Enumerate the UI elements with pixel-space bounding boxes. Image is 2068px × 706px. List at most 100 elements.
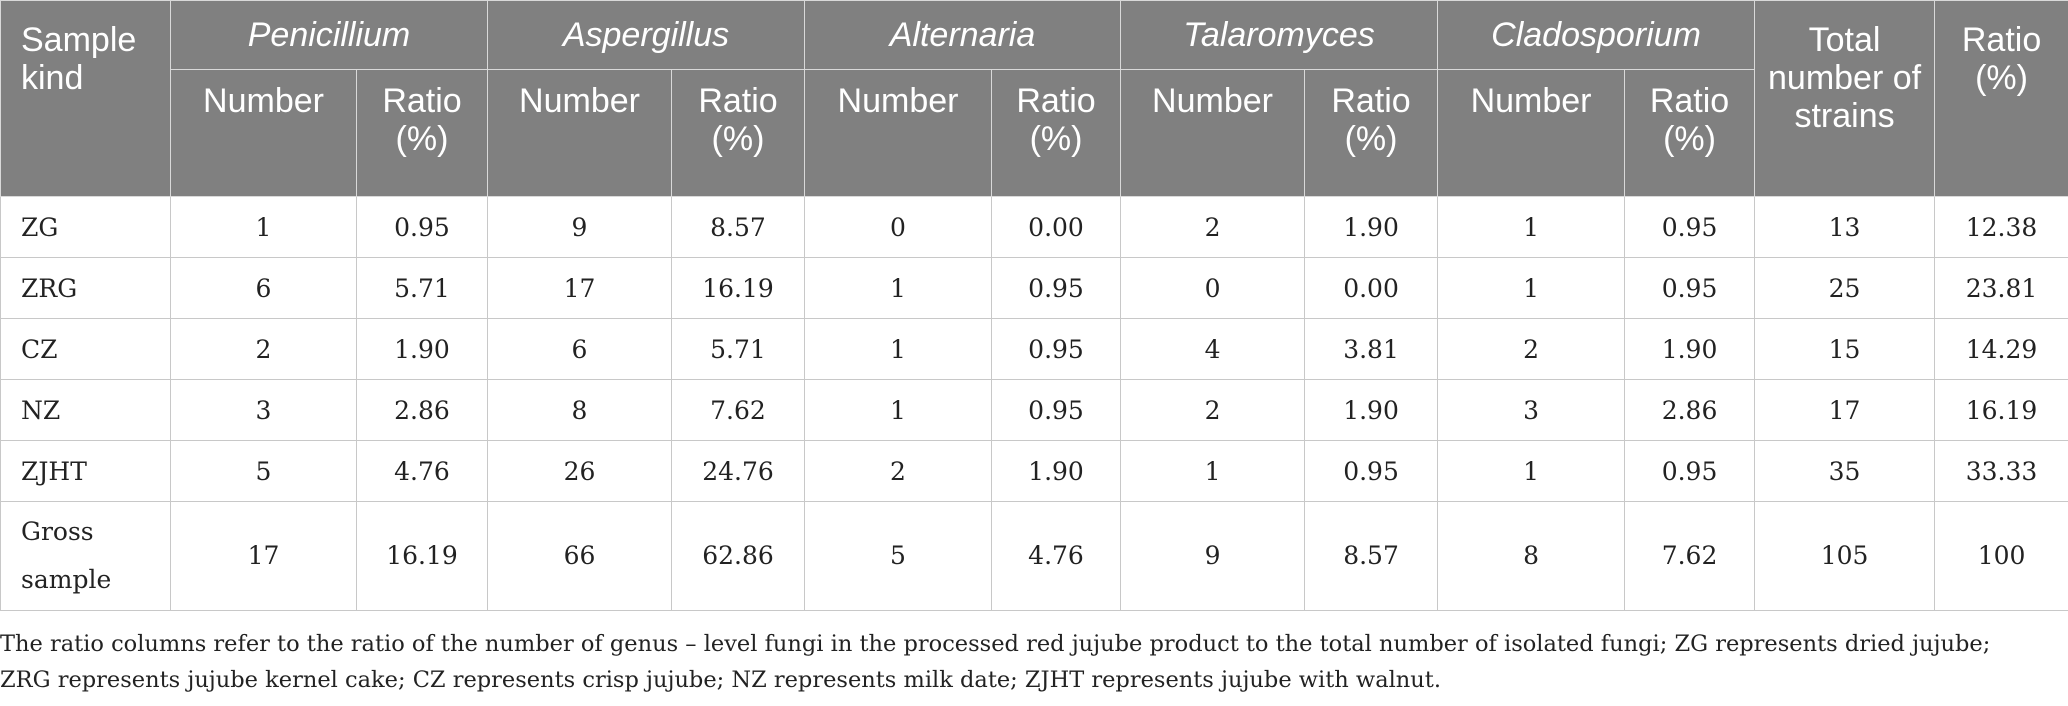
table-cell: 14.29 — [1934, 318, 2068, 380]
table-cell: 1.90 — [990, 440, 1122, 502]
table-cell: 1.90 — [356, 318, 488, 380]
table-cell: 2.86 — [356, 379, 488, 441]
table-cell: 26 — [487, 440, 672, 502]
table-cell: 5.71 — [356, 257, 488, 319]
header-total-ratio: Ratio (%) — [1934, 0, 2068, 197]
table-cell: 3 — [1437, 379, 1626, 441]
table-cell: 6 — [487, 318, 672, 380]
header-row-sub: Number Ratio (%) Number Ratio (%) Number… — [1, 69, 2068, 197]
table-cell: 1.90 — [1304, 379, 1439, 441]
table-cell: 5 — [170, 440, 357, 502]
cell-sample-kind: CZ — [0, 318, 171, 380]
table-cell: 12.38 — [1934, 196, 2068, 258]
table-cell: 2.86 — [1624, 379, 1756, 441]
header-number: Number — [170, 69, 357, 197]
table-cell: 4.76 — [356, 440, 488, 502]
table-cell: 1.90 — [1304, 196, 1439, 258]
table-cell: 17 — [170, 501, 357, 611]
table-cell: 24.76 — [671, 440, 805, 502]
table-cell: 15 — [1754, 318, 1936, 380]
header-total-strains: Total number of strains — [1754, 0, 1936, 197]
table-cell: 0.00 — [1304, 257, 1439, 319]
header-number: Number — [804, 69, 992, 197]
cell-sample-kind: Gross sample — [0, 501, 171, 611]
header-ratio: Ratio (%) — [356, 69, 488, 197]
table-cell: 3.81 — [1304, 318, 1439, 380]
table-cell: 25 — [1754, 257, 1936, 319]
table-cell: 8.57 — [1304, 501, 1439, 611]
cell-sample-kind: ZRG — [0, 257, 171, 319]
table-cell: 1 — [1437, 440, 1626, 502]
header-genus-penicillium: Penicillium — [170, 0, 488, 70]
table-cell: 0.95 — [990, 379, 1122, 441]
header-genus-cladosporium: Cladosporium — [1437, 0, 1756, 70]
table-footnote: The ratio columns refer to the ratio of … — [0, 631, 1991, 693]
table-row: CZ 2 1.90 6 5.71 1 0.95 4 3.81 2 1.90 15 14.29 — [0, 318, 2068, 380]
table-cell: 9 — [487, 196, 672, 258]
table-container: Sample kind Penicillium Aspergillus Alte… — [0, 0, 2068, 611]
header-genus-alternaria: Alternaria — [803, 0, 1122, 70]
cell-sample-kind: ZG — [0, 196, 171, 258]
table-cell: 2 — [804, 440, 992, 502]
table-cell: 1.90 — [1624, 318, 1756, 380]
table-cell: 16.19 — [356, 501, 488, 611]
header-ratio: Ratio (%) — [990, 69, 1122, 197]
table-row: ZJHT 5 4.76 26 24.76 2 1.90 1 0.95 1 0.95 35 33.33 — [0, 440, 2068, 502]
table-cell: 8.57 — [671, 196, 805, 258]
table-cell: 7.62 — [671, 379, 805, 441]
header-genus-aspergillus: Aspergillus — [487, 0, 805, 70]
table-cell: 0.95 — [990, 318, 1122, 380]
table-cell: 1 — [1437, 257, 1626, 319]
cell-sample-kind: ZJHT — [0, 440, 171, 502]
table-cell: 23.81 — [1934, 257, 2068, 319]
table-cell: 0.95 — [1624, 196, 1756, 258]
header-row-genera: Sample kind Penicillium Aspergillus Alte… — [0, 0, 2068, 197]
header-sample-kind: Sample kind — [0, 0, 171, 197]
table-cell: 35 — [1754, 440, 1936, 502]
table-cell: 8 — [487, 379, 672, 441]
table-cell: 0.00 — [990, 196, 1122, 258]
table-cell: 5 — [804, 501, 992, 611]
table-cell: 7.62 — [1624, 501, 1756, 611]
header-number: Number — [1437, 69, 1626, 197]
table-cell: 0.95 — [1624, 440, 1756, 502]
table-cell: 66 — [487, 501, 672, 611]
table-cell: 0.95 — [990, 257, 1122, 319]
table-body: ZG 1 0.95 9 8.57 0 0.00 2 1.90 1 0.95 13 12.38 ZRG 6 5.… — [0, 196, 2068, 611]
table-cell: 1 — [804, 379, 992, 441]
table-cell: 17 — [1754, 379, 1936, 441]
table-cell: 1 — [170, 196, 357, 258]
header-ratio: Ratio (%) — [1304, 69, 1439, 197]
table-cell: 1 — [1437, 196, 1626, 258]
table-row: NZ 3 2.86 8 7.62 1 0.95 2 1.90 3 2.86 17 16.19 — [0, 379, 2068, 441]
table-cell: 4 — [1120, 318, 1306, 380]
table-row: ZG 1 0.95 9 8.57 0 0.00 2 1.90 1 0.95 13 12.38 — [0, 196, 2068, 258]
table-cell: 6 — [170, 257, 357, 319]
fungi-table: Sample kind Penicillium Aspergillus Alte… — [0, 0, 2068, 611]
table-cell: 3 — [170, 379, 357, 441]
table-cell: 33.33 — [1934, 440, 2068, 502]
table-cell: 5.71 — [671, 318, 805, 380]
table-cell: 0 — [804, 196, 992, 258]
table-row: Gross sample 17 16.19 66 62.86 5 4.76 9 8.57 8 7.6… — [0, 501, 2068, 611]
table-cell: 1 — [804, 257, 992, 319]
table-cell: 0.95 — [1624, 257, 1756, 319]
table-cell: 1 — [804, 318, 992, 380]
header-number: Number — [487, 69, 672, 197]
table-cell: 13 — [1754, 196, 1936, 258]
table-cell: 17 — [487, 257, 672, 319]
table-cell: 2 — [1120, 196, 1306, 258]
header-ratio: Ratio (%) — [1624, 69, 1756, 197]
header-genus-talaromyces: Talaromyces — [1120, 0, 1439, 70]
table-cell: 8 — [1437, 501, 1626, 611]
table-cell: 0 — [1120, 257, 1306, 319]
table-cell: 2 — [1437, 318, 1626, 380]
table-cell: 0.95 — [356, 196, 488, 258]
table-cell: 2 — [170, 318, 357, 380]
table-row: ZRG 6 5.71 17 16.19 1 0.95 0 0.00 1 0.95 25 23.81 — [0, 257, 2068, 319]
table-cell: 4.76 — [990, 501, 1122, 611]
table-cell: 16.19 — [671, 257, 805, 319]
header-ratio: Ratio (%) — [671, 69, 805, 197]
table-cell: 62.86 — [671, 501, 805, 611]
cell-sample-kind: NZ — [0, 379, 171, 441]
